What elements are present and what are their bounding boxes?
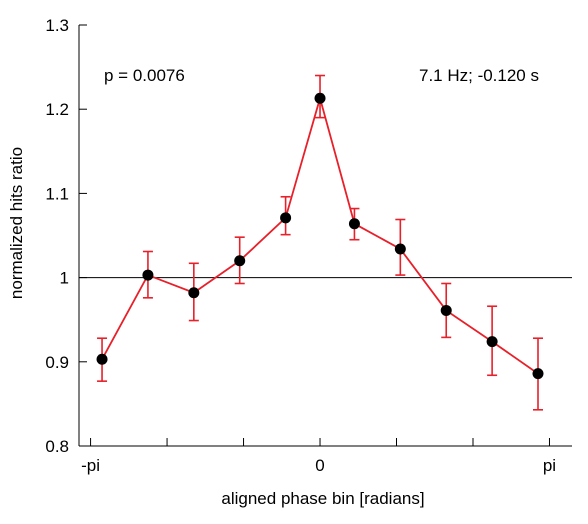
p-value-annotation: p = 0.0076 bbox=[104, 66, 185, 85]
data-point bbox=[142, 269, 154, 281]
data-point bbox=[532, 368, 544, 380]
data-point bbox=[96, 353, 108, 365]
x-tick-label: pi bbox=[543, 456, 556, 475]
data-point bbox=[440, 304, 452, 316]
y-tick-label: 1 bbox=[60, 269, 69, 288]
data-point bbox=[314, 92, 326, 104]
axes bbox=[78, 25, 572, 447]
x-ticks: -pi 0 pi bbox=[81, 438, 556, 475]
data-point bbox=[486, 336, 498, 348]
y-tick-label: 1.3 bbox=[45, 16, 69, 35]
series-layer bbox=[96, 74, 544, 411]
data-point bbox=[234, 255, 246, 267]
y-ticks: 0.8 0.9 1 1.1 1.2 1.3 bbox=[45, 16, 87, 456]
frequency-lag-annotation: 7.1 Hz; -0.120 s bbox=[419, 66, 539, 85]
series-line bbox=[101, 94, 539, 375]
x-axis-label: aligned phase bin [radians] bbox=[221, 489, 424, 508]
x-tick-label: -pi bbox=[81, 456, 100, 475]
data-point bbox=[188, 287, 200, 299]
x-tick-label: 0 bbox=[315, 456, 324, 475]
y-tick-label: 1.1 bbox=[45, 184, 69, 203]
y-tick-label: 0.8 bbox=[45, 437, 69, 456]
data-point bbox=[348, 218, 360, 230]
y-axis-label: normalized hits ratio bbox=[7, 147, 26, 299]
data-point bbox=[394, 243, 406, 255]
y-tick-label: 1.2 bbox=[45, 100, 69, 119]
data-point bbox=[280, 212, 292, 224]
y-tick-label: 0.9 bbox=[45, 353, 69, 372]
